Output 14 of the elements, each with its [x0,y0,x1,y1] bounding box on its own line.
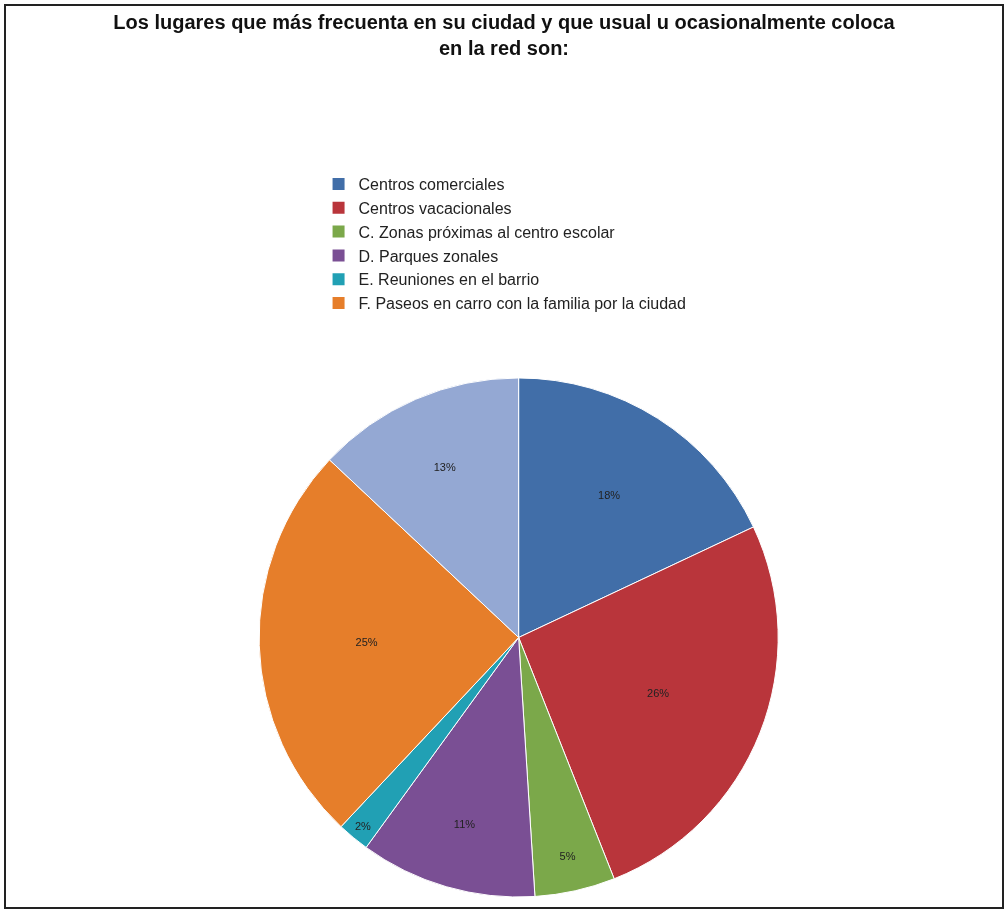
legend-label: F. Paseos en carro con la familia por la ciudad [358,295,686,313]
data-label: 13% [433,461,456,474]
legend-label: E. Reuniones en el barrio [358,271,540,289]
data-label: 26% [647,686,670,699]
legend-label: C. Zonas próximas al centro escolar [358,223,616,241]
data-label: 25% [355,636,378,649]
data-label: 18% [598,488,621,501]
chart-title: Los lugares que más frecuenta en su ciudad y que usual u ocasionalmente coloca en la red son: [113,10,896,59]
legend-label: Centros comerciales [358,176,505,194]
legend-label: D. Parques zonales [358,247,499,265]
data-label: 5% [559,850,576,863]
data-label: 2% [354,819,372,832]
data-label: 11% [453,817,476,830]
legend-label: Centros vacacionales [358,200,512,218]
